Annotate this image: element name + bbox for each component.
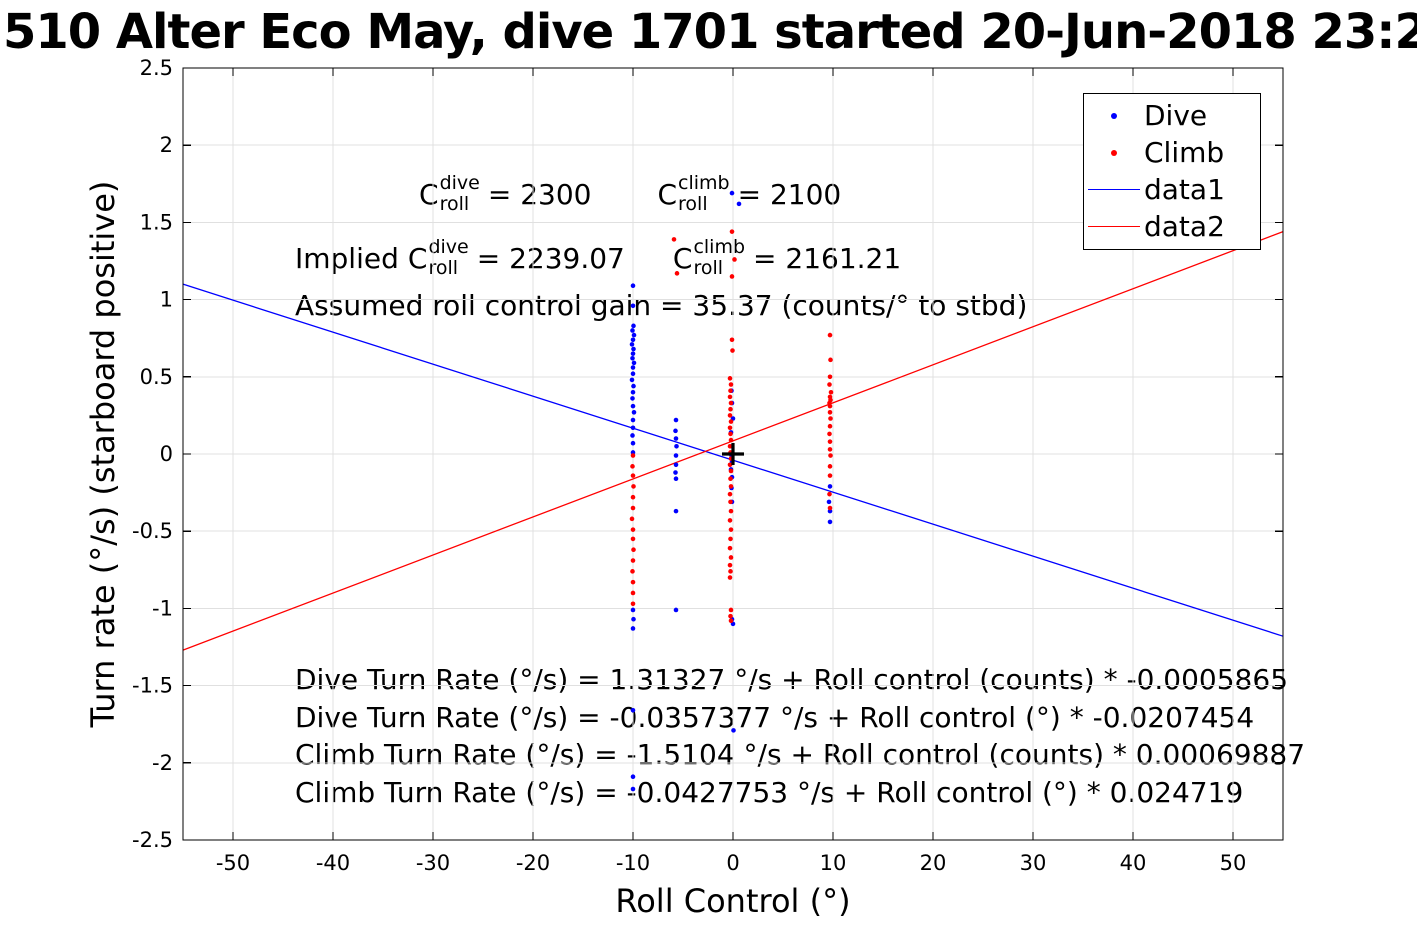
x-tick-label: 20 [920,851,947,875]
annotation-implied-line: Implied C dive roll = 2239.07 C climb ro… [295,232,901,284]
x-tick-label: 40 [1120,851,1147,875]
coeff-c-climb-base: C [657,177,678,211]
legend-item-data1: data1 [1084,171,1260,208]
y-tick-label: 1 [160,288,173,312]
annotation-coeff-line: C dive roll = 2300 C climb roll = 2100 [419,168,841,220]
y-tick-label: -1 [152,596,173,620]
x-tick-label: 50 [1220,851,1247,875]
equation-dive-deg: Dive Turn Rate (°/s) = -0.0357377 °/s + … [295,700,1255,734]
y-tick-label: -0.5 [132,519,173,543]
coeff-c-climb-value: = 2100 [737,177,842,211]
y-tick-label: -2.5 [132,828,173,852]
coeff-c-dive-base: C [419,177,439,211]
implied-c-climb-value: = 2161.21 [753,241,902,275]
legend-label-data2: data2 [1144,210,1225,243]
coeff-c-climb-sub: roll [678,193,708,215]
x-tick-label: -50 [216,851,250,875]
y-tick-label: 2 [160,133,173,157]
equation-climb-deg: Climb Turn Rate (°/s) = -0.0427753 °/s +… [295,775,1244,809]
equation-dive-counts: Dive Turn Rate (°/s) = 1.31327 °/s + Rol… [295,663,1289,696]
coeff-c-dive-value: = 2300 [487,177,592,211]
x-tick-label: -40 [316,851,350,875]
fit-line-data1 [182,283,1284,637]
coeff-c-dive-sup: dive [439,172,480,195]
figure-title: 510 Alter Eco May, dive 1701 started 20-… [3,4,1417,60]
y-tick-label: 0 [160,442,173,466]
x-tick-label: -10 [616,851,650,875]
x-tick-label: -30 [416,851,450,875]
implied-c-dive: C dive roll = 2239.07 [408,237,625,278]
x-tick-label: 30 [1020,851,1047,875]
y-tick-label: -2 [152,751,173,775]
coeff-c-dive: C dive roll = 2300 [419,173,591,214]
x-tick-label: 0 [726,851,739,875]
implied-c-dive-sup: dive [428,236,469,259]
y-axis-label: Turn rate (°/s) (starboard positive) [84,180,122,728]
legend-label-dive: Dive [1144,99,1208,132]
legend-marker-data2-line-icon [1088,226,1140,227]
implied-c-climb-sub: roll [693,257,724,279]
implied-c-dive-value: = 2239.07 [476,241,625,275]
y-tick-label: -1.5 [132,674,173,698]
legend-item-data2: data2 [1084,208,1260,245]
implied-c-climb: C climb roll = 2161.21 [673,237,901,278]
annotation-gain-line: Assumed roll control gain = 35.37 (count… [295,289,1028,322]
x-axis-label: Roll Control (°) [615,882,851,920]
equation-climb-counts: Climb Turn Rate (°/s) = -1.5104 °/s + Ro… [295,738,1306,771]
implied-c-dive-sub: roll [428,257,459,279]
y-tick-label: 1.5 [140,210,173,234]
implied-c-climb-base: C [672,241,693,275]
coeff-c-climb: C climb roll = 2100 [657,173,841,214]
coeff-c-climb-sup: climb [678,172,730,195]
implied-prefix: Implied [295,241,399,275]
origin-plus-marker [722,443,744,465]
legend-item-climb: Climb [1084,134,1260,171]
y-tick-label: 0.5 [140,365,173,389]
coeff-c-dive-sub: roll [439,193,470,215]
x-tick-label: -20 [516,851,550,875]
legend-marker-dive-dot-icon [1111,112,1117,119]
implied-c-dive-base: C [407,241,428,275]
x-tick-label: 10 [820,851,847,875]
equation-block: Dive Turn Rate (°/s) = 1.31327 °/s + Rol… [295,661,1305,811]
legend: Dive Climb data1 data2 [1083,93,1261,250]
legend-label-climb: Climb [1144,136,1225,169]
legend-label-data1: data1 [1144,173,1225,206]
legend-item-dive: Dive [1084,97,1260,134]
legend-marker-climb-dot-icon [1111,149,1117,156]
legend-marker-data1-line-icon [1088,189,1140,190]
implied-c-climb-sup: climb [693,236,746,259]
